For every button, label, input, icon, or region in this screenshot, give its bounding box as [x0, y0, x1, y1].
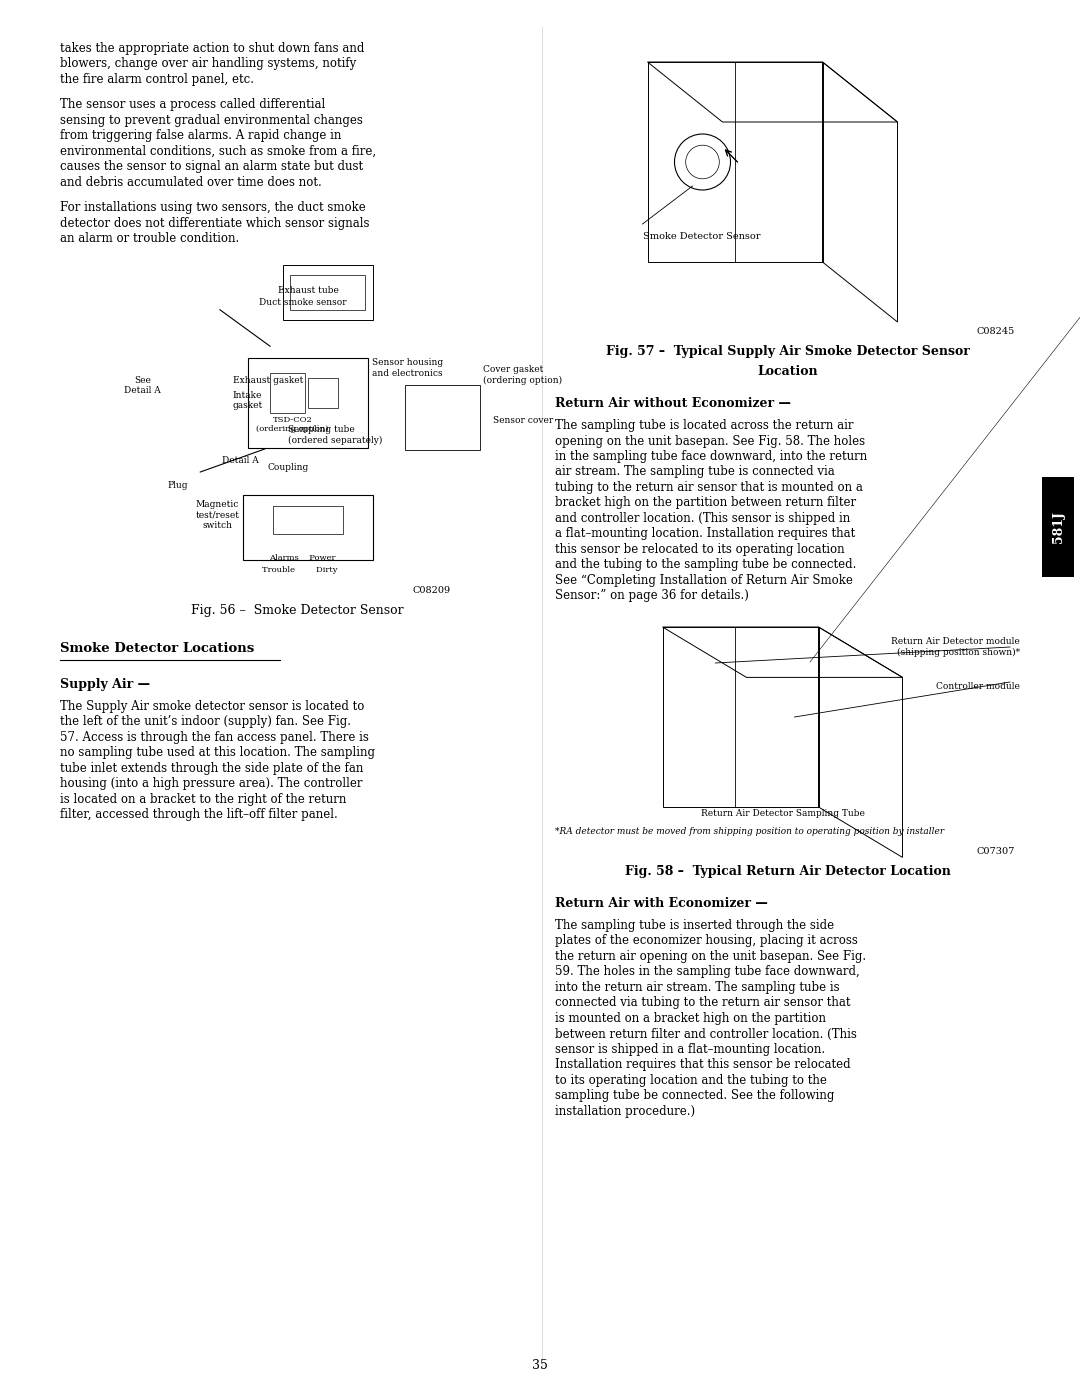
- Text: is mounted on a bracket high on the partition: is mounted on a bracket high on the part…: [555, 1011, 826, 1025]
- Text: Location: Location: [757, 365, 818, 379]
- Text: Return Air Detector module
(shipping position shown)*: Return Air Detector module (shipping pos…: [891, 637, 1020, 657]
- Bar: [247, 358, 367, 448]
- Text: air stream. The sampling tube is connected via: air stream. The sampling tube is connect…: [555, 465, 835, 479]
- Text: from triggering false alarms. A rapid change in: from triggering false alarms. A rapid ch…: [60, 130, 341, 142]
- Text: Fig. 56 –  Smoke Detector Sensor: Fig. 56 – Smoke Detector Sensor: [191, 604, 404, 617]
- Text: Smoke Detector Locations: Smoke Detector Locations: [60, 643, 254, 655]
- Text: See
Detail A: See Detail A: [124, 376, 161, 395]
- Text: 59. The holes in the sampling tube face downward,: 59. The holes in the sampling tube face …: [555, 965, 860, 978]
- Text: the left of the unit’s indoor (supply) fan. See Fig.: the left of the unit’s indoor (supply) f…: [60, 715, 351, 728]
- Text: Sensor:” on page 36 for details.): Sensor:” on page 36 for details.): [555, 590, 748, 602]
- Text: and the tubing to the sampling tube be connected.: and the tubing to the sampling tube be c…: [555, 559, 856, 571]
- Text: Return Air without Economizer —: Return Air without Economizer —: [555, 397, 791, 409]
- Text: filter, accessed through the lift–off filter panel.: filter, accessed through the lift–off fi…: [60, 809, 338, 821]
- Text: Sampling tube
(ordered separately): Sampling tube (ordered separately): [287, 426, 382, 446]
- Text: sensor is shipped in a flat–mounting location.: sensor is shipped in a flat–mounting loc…: [555, 1044, 825, 1056]
- Text: Trouble        Dirty: Trouble Dirty: [261, 566, 337, 574]
- Text: C08245: C08245: [976, 327, 1015, 337]
- Text: Intake
gasket: Intake gasket: [232, 391, 262, 409]
- Text: Exhaust gasket: Exhaust gasket: [232, 376, 302, 386]
- Text: bracket high on the partition between return filter: bracket high on the partition between re…: [555, 496, 856, 510]
- Text: into the return air stream. The sampling tube is: into the return air stream. The sampling…: [555, 981, 839, 995]
- Text: The Supply Air smoke detector sensor is located to: The Supply Air smoke detector sensor is …: [60, 700, 364, 712]
- Text: the return air opening on the unit basepan. See Fig.: the return air opening on the unit basep…: [555, 950, 866, 963]
- Text: C08209: C08209: [413, 585, 451, 595]
- Text: The sensor uses a process called differential: The sensor uses a process called differe…: [60, 99, 325, 112]
- Text: Controller module: Controller module: [936, 682, 1020, 692]
- Bar: [283, 265, 373, 320]
- Bar: [272, 506, 342, 534]
- Bar: [243, 496, 373, 560]
- Text: 35: 35: [532, 1359, 548, 1372]
- Text: and controller location. (This sensor is shipped in: and controller location. (This sensor is…: [555, 511, 850, 525]
- Text: The sampling tube is inserted through the side: The sampling tube is inserted through th…: [555, 919, 834, 932]
- Text: in the sampling tube face downward, into the return: in the sampling tube face downward, into…: [555, 450, 867, 462]
- Text: causes the sensor to signal an alarm state but dust: causes the sensor to signal an alarm sta…: [60, 161, 363, 173]
- Text: tubing to the return air sensor that is mounted on a: tubing to the return air sensor that is …: [555, 481, 863, 495]
- Text: 581J: 581J: [1052, 511, 1065, 543]
- Text: environmental conditions, such as smoke from a fire,: environmental conditions, such as smoke …: [60, 145, 376, 158]
- Text: and debris accumulated over time does not.: and debris accumulated over time does no…: [60, 176, 322, 189]
- Text: Supply Air —: Supply Air —: [60, 678, 150, 692]
- Text: is located on a bracket to the right of the return: is located on a bracket to the right of …: [60, 793, 347, 806]
- Text: this sensor be relocated to its operating location: this sensor be relocated to its operatin…: [555, 543, 845, 556]
- Bar: [291, 275, 365, 310]
- Text: The sampling tube is located across the return air: The sampling tube is located across the …: [555, 419, 853, 432]
- Text: sampling tube be connected. See the following: sampling tube be connected. See the foll…: [555, 1090, 835, 1102]
- Text: Detail A: Detail A: [222, 455, 259, 465]
- Text: blowers, change over air handling systems, notify: blowers, change over air handling system…: [60, 57, 356, 70]
- Text: Plug: Plug: [167, 481, 188, 490]
- Text: Duct smoke sensor: Duct smoke sensor: [259, 298, 347, 307]
- Text: an alarm or trouble condition.: an alarm or trouble condition.: [60, 232, 240, 246]
- Text: Coupling: Coupling: [268, 462, 309, 472]
- Bar: [405, 386, 480, 450]
- Text: 57. Access is through the fan access panel. There is: 57. Access is through the fan access pan…: [60, 731, 369, 745]
- Text: Return Air with Economizer —: Return Air with Economizer —: [555, 897, 768, 909]
- Text: Magnetic
test/reset
switch: Magnetic test/reset switch: [195, 500, 240, 529]
- Text: *RA detector must be moved from shipping position to operating position by insta: *RA detector must be moved from shipping…: [555, 827, 944, 835]
- Bar: [1042, 476, 1074, 577]
- Text: Fig. 58 –  Typical Return Air Detector Location: Fig. 58 – Typical Return Air Detector Lo…: [624, 865, 950, 877]
- Text: See “Completing Installation of Return Air Smoke: See “Completing Installation of Return A…: [555, 574, 853, 587]
- Bar: [270, 373, 305, 414]
- Text: Alarms    Power: Alarms Power: [269, 555, 336, 562]
- Text: Cover gasket
(ordering option): Cover gasket (ordering option): [483, 366, 562, 386]
- Text: takes the appropriate action to shut down fans and: takes the appropriate action to shut dow…: [60, 42, 364, 54]
- Text: installation procedure.): installation procedure.): [555, 1105, 696, 1118]
- Text: opening on the unit basepan. See Fig. 58. The holes: opening on the unit basepan. See Fig. 58…: [555, 434, 865, 447]
- Text: detector does not differentiate which sensor signals: detector does not differentiate which se…: [60, 217, 369, 231]
- Text: Smoke Detector Sensor: Smoke Detector Sensor: [643, 232, 760, 242]
- Text: connected via tubing to the return air sensor that: connected via tubing to the return air s…: [555, 996, 851, 1010]
- Bar: [308, 379, 337, 408]
- Text: sensing to prevent gradual environmental changes: sensing to prevent gradual environmental…: [60, 115, 363, 127]
- Text: housing (into a high pressure area). The controller: housing (into a high pressure area). The…: [60, 778, 363, 791]
- Text: plates of the economizer housing, placing it across: plates of the economizer housing, placin…: [555, 935, 858, 947]
- Text: no sampling tube used at this location. The sampling: no sampling tube used at this location. …: [60, 746, 375, 760]
- Text: TSD-CO2
(ordering option): TSD-CO2 (ordering option): [256, 416, 328, 433]
- Text: Exhaust tube: Exhaust tube: [278, 286, 338, 295]
- Text: the fire alarm control panel, etc.: the fire alarm control panel, etc.: [60, 73, 254, 87]
- Text: a flat–mounting location. Installation requires that: a flat–mounting location. Installation r…: [555, 528, 855, 541]
- Text: to its operating location and the tubing to the: to its operating location and the tubing…: [555, 1074, 827, 1087]
- Text: Return Air Detector Sampling Tube: Return Air Detector Sampling Tube: [701, 809, 864, 819]
- Text: between return filter and controller location. (This: between return filter and controller loc…: [555, 1028, 856, 1041]
- Text: C07307: C07307: [976, 847, 1015, 856]
- Text: tube inlet extends through the side plate of the fan: tube inlet extends through the side plat…: [60, 761, 363, 775]
- Text: Fig. 57 –  Typical Supply Air Smoke Detector Sensor: Fig. 57 – Typical Supply Air Smoke Detec…: [606, 345, 970, 358]
- Text: For installations using two sensors, the duct smoke: For installations using two sensors, the…: [60, 201, 366, 215]
- Text: Sensor housing
and electronics: Sensor housing and electronics: [373, 358, 444, 377]
- Text: Installation requires that this sensor be relocated: Installation requires that this sensor b…: [555, 1059, 851, 1071]
- Text: Sensor cover: Sensor cover: [492, 416, 553, 425]
